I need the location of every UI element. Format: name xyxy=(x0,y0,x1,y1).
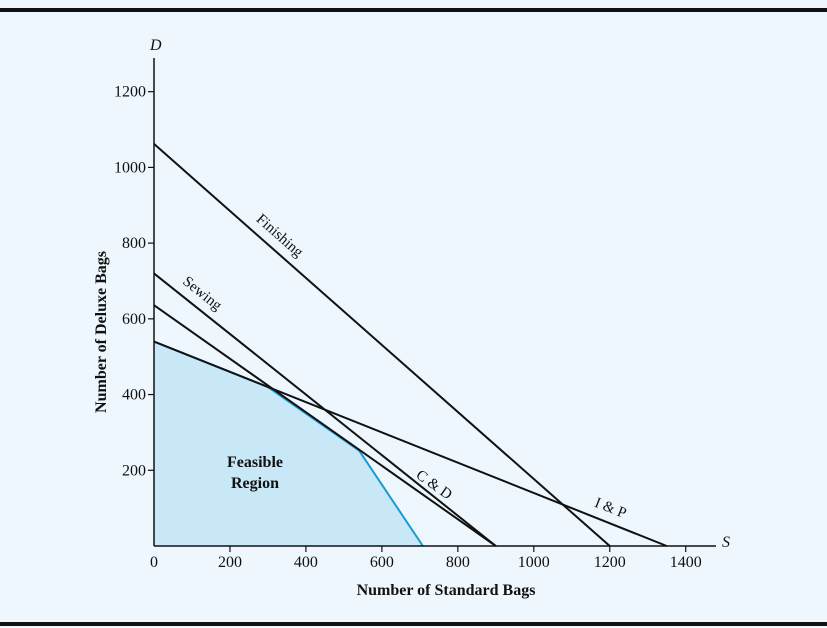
x-axis-variable: S xyxy=(722,534,730,551)
constraint-line-c-d xyxy=(153,304,497,547)
labels-layer: D S Number of Standard Bags Number of De… xyxy=(93,37,730,599)
feasible-region-label-line1: Feasible xyxy=(227,454,283,471)
y-tick-label: 1200 xyxy=(114,84,146,101)
x-tick-label: 1400 xyxy=(670,554,702,571)
constraint-line-i-p xyxy=(153,340,668,547)
x-tick-label: 600 xyxy=(370,554,394,571)
feasible-region-layer xyxy=(153,340,424,547)
x-tick-label: 400 xyxy=(294,554,318,571)
y-tick-label: 800 xyxy=(122,235,146,252)
feasible-region xyxy=(154,341,423,546)
top-rule xyxy=(0,8,827,12)
y-tick-label: 1000 xyxy=(114,159,146,176)
bottom-rule xyxy=(0,622,827,626)
x-tick-label: 1000 xyxy=(518,554,550,571)
feasible-region-label-line2: Region xyxy=(231,475,279,492)
x-tick-label: 800 xyxy=(446,554,470,571)
axes-layer: 0 200 400 600 800 1000 1200 1400 200 400 600 800 100… xyxy=(114,58,716,571)
constraint-line-finishing xyxy=(153,143,611,547)
constraint-label-sewing: Sewing xyxy=(179,273,225,314)
x-tick-label: 200 xyxy=(218,554,242,571)
x-tick-label: 0 xyxy=(150,554,158,571)
y-tick-label: 400 xyxy=(122,387,146,404)
y-axis-variable: D xyxy=(149,37,162,54)
y-tick-label: 600 xyxy=(122,311,146,328)
y-tick-label: 200 xyxy=(122,462,146,479)
x-axis-title: Number of Standard Bags xyxy=(357,582,536,599)
y-axis-title: Number of Deluxe Bags xyxy=(93,251,110,413)
x-tick-label: 1200 xyxy=(594,554,626,571)
